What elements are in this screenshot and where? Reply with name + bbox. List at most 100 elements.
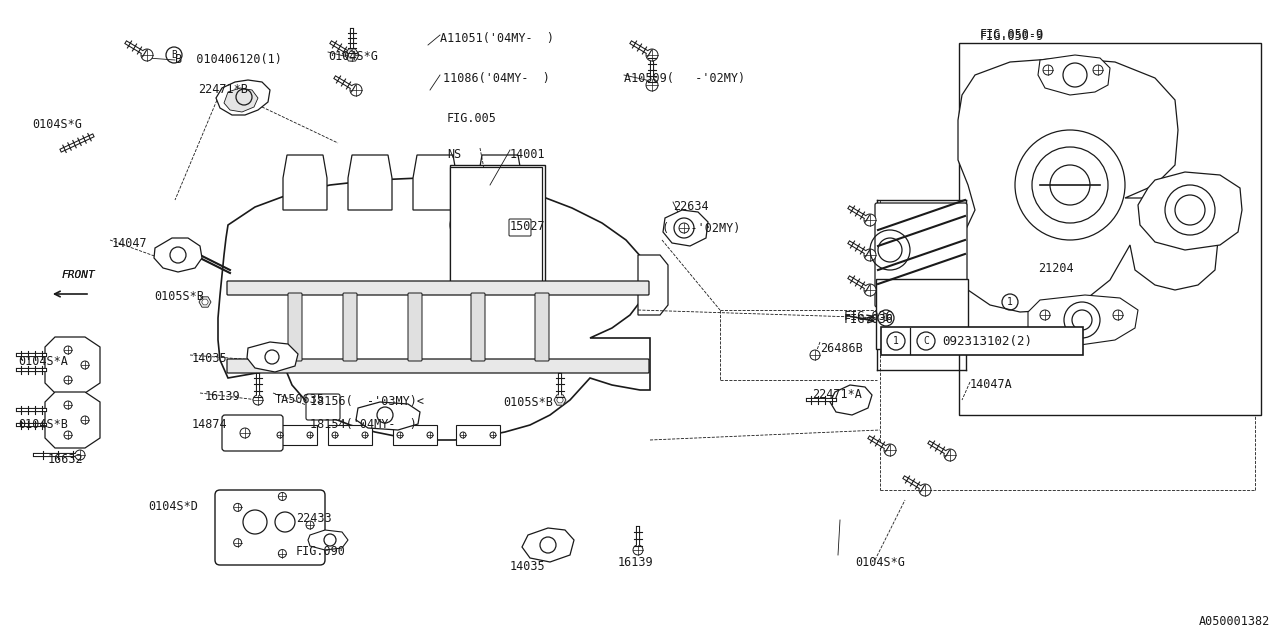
Polygon shape	[45, 392, 100, 448]
Polygon shape	[829, 385, 872, 415]
Circle shape	[306, 521, 314, 529]
Circle shape	[332, 432, 338, 438]
FancyBboxPatch shape	[451, 167, 541, 284]
Polygon shape	[216, 80, 270, 115]
Text: 14001: 14001	[509, 148, 545, 161]
Text: 14047: 14047	[113, 237, 147, 250]
Text: 22433: 22433	[296, 512, 332, 525]
Circle shape	[678, 223, 689, 233]
Text: FIG.050-9: FIG.050-9	[980, 28, 1044, 41]
Polygon shape	[1138, 172, 1242, 250]
FancyBboxPatch shape	[876, 279, 968, 349]
Text: 1: 1	[893, 336, 899, 346]
Text: FIG.005: FIG.005	[447, 112, 497, 125]
Polygon shape	[451, 165, 545, 285]
Circle shape	[810, 350, 820, 360]
Circle shape	[81, 361, 90, 369]
Polygon shape	[202, 299, 209, 305]
Circle shape	[864, 284, 876, 296]
Polygon shape	[308, 530, 348, 550]
FancyBboxPatch shape	[408, 293, 422, 361]
Text: (   -'02MY): ( -'02MY)	[662, 222, 740, 235]
FancyBboxPatch shape	[215, 490, 325, 565]
Polygon shape	[218, 178, 650, 440]
FancyBboxPatch shape	[881, 327, 1083, 355]
Circle shape	[81, 416, 90, 424]
FancyBboxPatch shape	[535, 293, 549, 361]
Circle shape	[634, 545, 643, 555]
Circle shape	[490, 432, 497, 438]
Circle shape	[278, 492, 287, 500]
Text: 1: 1	[883, 313, 888, 323]
Circle shape	[397, 432, 403, 438]
FancyBboxPatch shape	[471, 293, 485, 361]
Circle shape	[76, 450, 84, 460]
FancyBboxPatch shape	[343, 293, 357, 361]
Text: 16632: 16632	[49, 453, 83, 466]
Circle shape	[945, 449, 956, 461]
Ellipse shape	[451, 200, 530, 250]
FancyBboxPatch shape	[306, 394, 340, 420]
Text: TA50635: TA50635	[275, 393, 325, 406]
Text: 1: 1	[1007, 297, 1012, 307]
Circle shape	[1114, 310, 1123, 320]
Circle shape	[64, 346, 72, 354]
Text: 22634: 22634	[673, 200, 709, 213]
Circle shape	[346, 49, 358, 61]
Text: NS: NS	[447, 148, 461, 161]
Text: C: C	[923, 336, 929, 346]
FancyBboxPatch shape	[227, 359, 649, 373]
FancyBboxPatch shape	[876, 203, 966, 307]
Circle shape	[64, 376, 72, 384]
Text: FIG.036: FIG.036	[844, 310, 893, 323]
Text: FRONT: FRONT	[61, 270, 95, 280]
Polygon shape	[522, 528, 573, 562]
Text: 0104S*G: 0104S*G	[328, 50, 378, 63]
Circle shape	[362, 432, 369, 438]
Polygon shape	[456, 425, 500, 445]
Polygon shape	[356, 402, 420, 430]
Polygon shape	[413, 155, 457, 210]
FancyBboxPatch shape	[221, 415, 283, 451]
Circle shape	[234, 504, 242, 511]
Text: 0104S*G: 0104S*G	[855, 556, 905, 569]
Polygon shape	[957, 58, 1219, 312]
Circle shape	[646, 49, 658, 61]
FancyBboxPatch shape	[227, 281, 649, 295]
Text: 0105S*B: 0105S*B	[154, 290, 204, 303]
Text: 0104S*G: 0104S*G	[32, 118, 82, 131]
Circle shape	[241, 428, 250, 438]
Circle shape	[884, 444, 896, 456]
Circle shape	[278, 550, 287, 557]
Text: FIG.036: FIG.036	[844, 313, 893, 326]
Polygon shape	[328, 425, 372, 445]
Text: FIG.090: FIG.090	[296, 545, 346, 558]
Circle shape	[864, 249, 876, 261]
Circle shape	[141, 49, 154, 61]
Text: 16139: 16139	[205, 390, 241, 403]
Polygon shape	[1028, 295, 1138, 345]
Polygon shape	[154, 238, 202, 272]
Polygon shape	[273, 425, 317, 445]
Circle shape	[234, 539, 242, 547]
Polygon shape	[198, 297, 211, 307]
Circle shape	[460, 432, 466, 438]
FancyBboxPatch shape	[509, 219, 531, 236]
Text: 11086('04MY-  ): 11086('04MY- )	[443, 72, 550, 85]
Text: 21204: 21204	[1038, 262, 1074, 275]
Text: B: B	[172, 50, 177, 60]
Polygon shape	[393, 425, 436, 445]
Polygon shape	[637, 255, 668, 315]
Circle shape	[349, 84, 362, 96]
Polygon shape	[477, 155, 522, 210]
Text: A050001382: A050001382	[1199, 615, 1270, 628]
Text: 14047A: 14047A	[970, 378, 1012, 391]
Text: 22471*B: 22471*B	[198, 83, 248, 96]
Polygon shape	[247, 342, 298, 372]
Text: 0104S*D: 0104S*D	[148, 500, 198, 513]
Circle shape	[253, 395, 262, 405]
Text: A10509(   -'02MY): A10509( -'02MY)	[625, 72, 745, 85]
Polygon shape	[1038, 55, 1110, 95]
Polygon shape	[283, 155, 326, 210]
Polygon shape	[348, 155, 392, 210]
